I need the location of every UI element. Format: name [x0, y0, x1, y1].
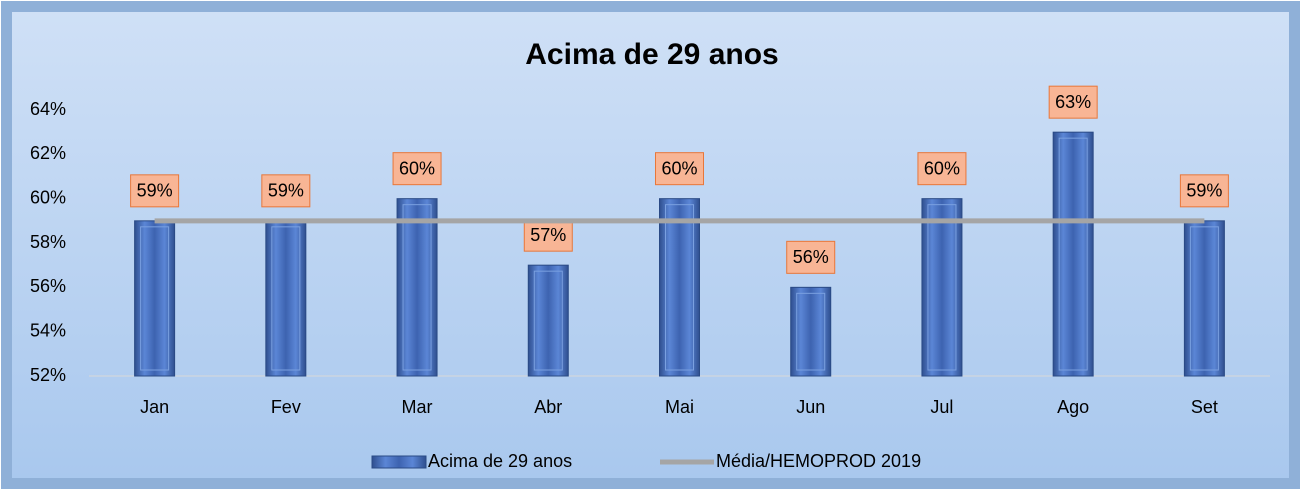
bar-bevel — [533, 270, 563, 371]
x-tick-label: Jul — [930, 397, 953, 417]
bar — [265, 220, 307, 377]
bar — [1052, 131, 1094, 377]
bar-bevel — [796, 292, 826, 371]
x-tick-label: Abr — [534, 397, 562, 417]
bar — [396, 198, 438, 377]
bar — [659, 198, 700, 377]
bar — [921, 198, 963, 377]
y-tick-label: 54% — [30, 320, 66, 340]
data-label-box — [655, 152, 704, 186]
data-label: 60% — [399, 158, 435, 178]
data-label: 57% — [530, 225, 566, 245]
data-label: 60% — [924, 158, 960, 178]
x-tick-label: Fev — [271, 397, 301, 417]
data-label: 63% — [1055, 92, 1091, 112]
data-label-box — [392, 152, 442, 186]
x-tick-label: Jun — [796, 397, 825, 417]
data-label: 59% — [137, 181, 173, 201]
data-label: 60% — [661, 158, 697, 178]
data-label-box — [523, 218, 573, 252]
bar — [790, 286, 832, 377]
y-tick-label: 56% — [30, 276, 66, 296]
chart-title: Acima de 29 anos — [525, 38, 778, 71]
bar-bevel — [927, 204, 957, 371]
y-tick-label: 52% — [30, 365, 66, 385]
x-tick-label: Ago — [1057, 397, 1089, 417]
bar-bevel — [1189, 226, 1219, 371]
data-label-box — [130, 174, 180, 208]
bar-bevel — [665, 204, 694, 371]
data-label-box — [261, 174, 311, 208]
bar — [527, 264, 569, 377]
data-label-box — [917, 152, 967, 186]
x-tick-label: Mar — [402, 397, 433, 417]
data-label-box — [1048, 85, 1098, 119]
bar-bevel — [402, 204, 432, 371]
data-label: 59% — [268, 181, 304, 201]
bar — [134, 220, 176, 377]
data-label: 59% — [1186, 181, 1222, 201]
y-tick-label: 64% — [30, 99, 66, 119]
y-tick-label: 58% — [30, 232, 66, 252]
x-tick-label: Set — [1191, 397, 1218, 417]
bar-bevel — [140, 226, 170, 371]
data-label-box — [1179, 174, 1229, 208]
frame-inner — [12, 12, 1289, 478]
y-tick-label: 60% — [30, 187, 66, 207]
data-label: 56% — [793, 247, 829, 267]
bar — [1183, 220, 1225, 377]
x-tick-label: Jan — [140, 397, 169, 417]
data-label-box — [786, 240, 836, 274]
x-tick-label: Mai — [665, 397, 694, 417]
bar-bevel — [1058, 137, 1088, 371]
legend-label: Média/HEMOPROD 2019 — [716, 451, 921, 471]
y-tick-label: 62% — [30, 143, 66, 163]
legend-label: Acima de 29 anos — [428, 451, 572, 471]
legend-swatch — [371, 455, 427, 469]
bar-bevel — [271, 226, 301, 371]
